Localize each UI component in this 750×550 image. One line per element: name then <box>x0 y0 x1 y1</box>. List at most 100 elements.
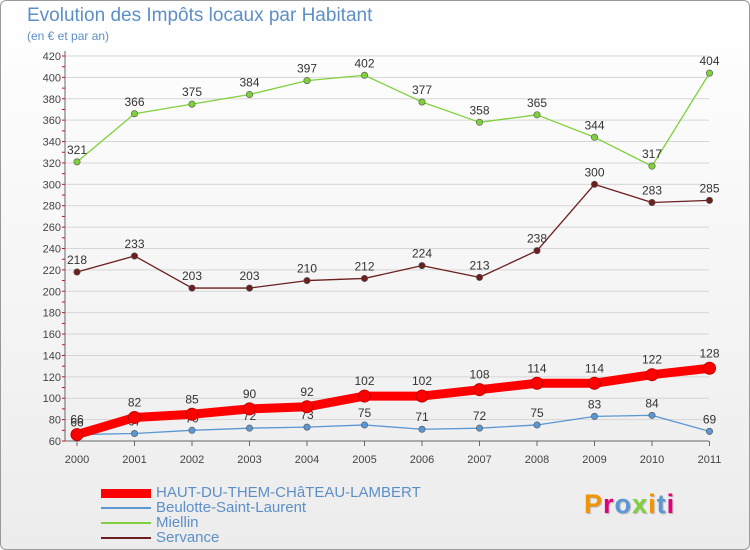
data-point <box>300 400 314 414</box>
data-label: 344 <box>584 118 604 132</box>
y-axis-ticks: 60 80 100 120 140 160 180 200 220 240 260 280 300 320… <box>43 51 61 448</box>
legend-label: Miellin <box>156 514 199 531</box>
series-line <box>72 363 714 440</box>
data-label: 300 <box>584 165 604 179</box>
y-tick-label: 160 <box>43 329 61 341</box>
data-label: 82 <box>128 395 142 409</box>
data-point <box>246 424 254 432</box>
data-label: 85 <box>185 392 199 406</box>
data-point <box>358 389 371 403</box>
data-label: 218 <box>67 253 87 267</box>
data-point <box>588 376 601 390</box>
data-label: 128 <box>699 346 719 360</box>
x-tick-label: 2002 <box>180 454 204 466</box>
data-label: 358 <box>469 103 489 117</box>
data-point <box>73 268 81 276</box>
y-tick-label: 320 <box>43 158 61 170</box>
data-point <box>533 421 541 429</box>
chart-subtitle: (en € et par an) <box>27 29 110 43</box>
data-point <box>590 133 598 141</box>
data-point <box>418 425 426 433</box>
data-label: 72 <box>473 409 487 423</box>
data-label: 92 <box>300 385 314 399</box>
data-point <box>530 376 544 390</box>
y-tick-label: 400 <box>43 72 61 84</box>
data-label: 66 <box>70 416 84 430</box>
data-point <box>590 180 598 188</box>
data-label: 203 <box>239 269 259 283</box>
y-tick-label: 220 <box>43 265 61 277</box>
data-point <box>648 162 656 170</box>
data-label: 122 <box>642 353 662 367</box>
data-point <box>246 284 254 292</box>
series-line <box>76 183 711 289</box>
data-point <box>303 423 311 431</box>
data-point <box>648 199 656 207</box>
data-point <box>590 412 598 420</box>
data-label: 210 <box>297 262 317 276</box>
data-point <box>705 196 713 204</box>
data-label: 384 <box>239 76 259 90</box>
data-label: 365 <box>527 96 547 110</box>
data-label: 238 <box>527 232 547 246</box>
data-label: 366 <box>124 95 144 109</box>
data-point <box>188 284 196 292</box>
y-tick-label: 60 <box>49 436 61 448</box>
data-point <box>303 77 311 85</box>
data-label: 283 <box>642 184 662 198</box>
data-point <box>246 91 254 99</box>
data-point <box>533 247 541 255</box>
series-line <box>76 72 711 167</box>
legend-swatch <box>101 488 151 498</box>
data-label: 212 <box>354 259 374 273</box>
data-label: 75 <box>358 406 372 420</box>
x-tick-label: 2006 <box>410 454 434 466</box>
data-label: 108 <box>469 368 489 382</box>
data-label: 402 <box>354 56 374 70</box>
chart-title: Evolution des Impôts locaux par Habitant <box>27 5 373 26</box>
legend-label: HAUT-DU-THEM-CHâTEAU-LAMBERT <box>156 484 421 501</box>
y-tick-label: 360 <box>43 115 61 127</box>
y-tick-label: 420 <box>43 51 61 63</box>
series-line <box>76 414 711 436</box>
y-tick-label: 140 <box>43 350 61 362</box>
legend-label: Beulotte-Saint-Laurent <box>156 499 307 516</box>
y-tick-label: 340 <box>43 137 61 149</box>
data-label: 66 <box>70 413 84 427</box>
data-point <box>185 407 199 421</box>
y-tick-label: 80 <box>49 415 61 427</box>
data-label: 203 <box>182 269 202 283</box>
data-label: 114 <box>585 361 604 375</box>
data-label: 75 <box>530 406 544 420</box>
data-point <box>73 158 81 166</box>
data-label: 213 <box>469 258 489 272</box>
data-point <box>475 118 483 126</box>
legend-label: Servance <box>156 529 220 546</box>
data-point <box>360 274 368 282</box>
data-label: 114 <box>527 361 546 375</box>
data-point <box>645 368 659 382</box>
data-label: 404 <box>699 54 719 68</box>
data-point <box>705 69 713 77</box>
data-point <box>418 98 426 106</box>
y-tick-label: 100 <box>43 393 61 405</box>
y-tick-label: 120 <box>43 372 61 384</box>
y-tick-label: 260 <box>43 222 61 234</box>
data-point <box>360 71 368 79</box>
x-tick-label: 2005 <box>352 454 376 466</box>
x-axis-ticks: 2000 2001 2002 2003 2004 2005 2006 2007 2008 2009… <box>65 441 722 466</box>
proxiti-logo: Proxiti <box>584 489 676 519</box>
y-tick-label: 280 <box>43 201 61 213</box>
data-label: 224 <box>412 247 432 261</box>
data-point <box>703 361 716 375</box>
x-tick-label: 2009 <box>582 454 606 466</box>
data-point <box>533 111 541 119</box>
data-label: 375 <box>182 85 202 99</box>
x-tick-label: 2011 <box>698 454 722 466</box>
data-label: 397 <box>297 62 317 76</box>
legend-swatch <box>101 537 151 539</box>
data-label: 233 <box>124 237 144 251</box>
data-label: 317 <box>642 147 662 161</box>
